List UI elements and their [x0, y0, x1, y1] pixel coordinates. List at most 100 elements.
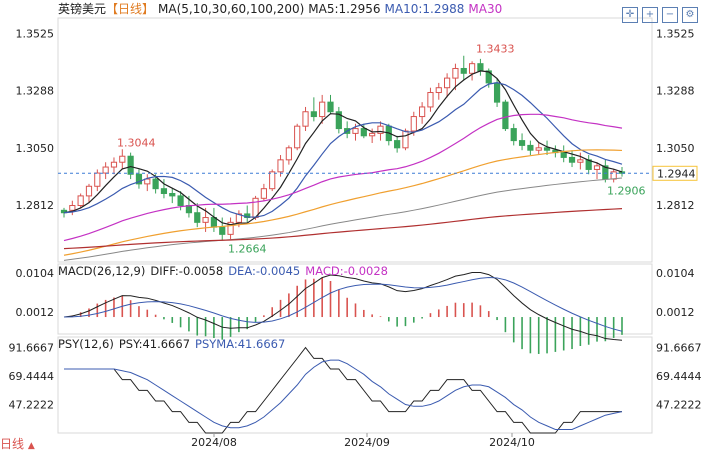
triangle-up-icon: ▲ — [27, 441, 35, 451]
psy-axis-label-left: 91.6667 — [9, 342, 55, 355]
candle-body — [110, 161, 118, 168]
ma200-line — [63, 208, 623, 250]
candle-body — [327, 101, 334, 113]
price-axis-label-right: 1.2812 — [656, 199, 695, 212]
candle-body — [260, 188, 267, 199]
price-axis-label-left: 1.3050 — [16, 142, 55, 155]
candle-body — [435, 87, 442, 94]
last-price-tag — [652, 165, 698, 181]
candle-body — [77, 195, 84, 207]
psy-params-label: PSY(12,6) — [58, 337, 114, 351]
macd-hist-value: MACD:-0.0028 — [305, 264, 389, 278]
candle-body — [302, 111, 309, 127]
settings-icon[interactable]: ⚙ — [682, 7, 698, 23]
candle-body — [285, 147, 292, 161]
candle-body — [219, 226, 226, 235]
candle-body — [402, 130, 409, 149]
candle-body — [369, 132, 376, 137]
ma100-line — [63, 177, 623, 261]
x-axis-label: 2024/08 — [191, 436, 237, 449]
period-switch-label: 日线 — [0, 437, 25, 451]
annotation-high-2: 1.3433 — [476, 43, 515, 56]
x-axis-label: 2024/09 — [344, 436, 390, 449]
candle-body — [394, 140, 401, 149]
psy-axis-label-left: 47.2222 — [9, 399, 55, 412]
psy-axis-label-right: 47.2222 — [656, 399, 702, 412]
candle-body — [335, 111, 342, 130]
last-price-label: 1.2944 — [657, 167, 696, 180]
macd-params-label: MACD(26,12,9) — [58, 264, 146, 278]
price-axis-label-left: 1.2812 — [16, 199, 55, 212]
candle-body — [144, 178, 151, 185]
candle-body — [94, 172, 101, 187]
macd-axis-label-right: 0.0104 — [656, 267, 695, 280]
symbol-label: 英镑美元 — [58, 2, 107, 16]
candle-body — [135, 173, 143, 185]
candle-body — [85, 185, 93, 197]
psy-axis-label-left: 69.4444 — [9, 370, 55, 383]
psy-line — [64, 346, 622, 434]
candle-body — [485, 70, 492, 84]
macd-diff-value: DIFF:-0.0058 — [150, 264, 224, 278]
psy-axis-label-right: 91.6667 — [656, 342, 702, 355]
ma60-line — [63, 149, 623, 256]
candle-body — [410, 116, 417, 132]
ma10-line — [63, 82, 623, 218]
psy-legend: PSY(12,6) PSY:41.6667 PSYMA:41.6667 — [58, 337, 290, 351]
psyma-line — [64, 359, 623, 430]
candle-body — [560, 152, 567, 158]
annotation-low-2: 1.2906 — [607, 184, 646, 197]
annotation-low-1: 1.2664 — [228, 243, 267, 256]
candle-body — [535, 147, 542, 151]
psyma-value: PSYMA:41.6667 — [195, 337, 286, 351]
ma10-value: MA10:1.2988 — [384, 2, 465, 16]
candle-body — [427, 92, 434, 108]
candle-body — [160, 188, 168, 194]
candle-body — [69, 205, 76, 211]
candle-body — [310, 111, 317, 118]
price-axis-label-left: 1.3525 — [16, 28, 55, 41]
candle-body — [127, 155, 134, 175]
candle-body — [169, 192, 176, 197]
annotation-high-1: 1.3044 — [117, 136, 156, 149]
candle-body — [518, 140, 526, 146]
price-axis-label-right: 1.3288 — [656, 85, 695, 98]
candle-body — [352, 128, 359, 134]
candle-body — [543, 147, 551, 151]
macd-dea-line — [63, 277, 623, 332]
macd-legend: MACD(26,12,9) DIFF:-0.0058 DEA:-0.0045 MACD… — [58, 264, 393, 278]
macd-axis-label-left: 0.0104 — [16, 267, 55, 280]
psy-axis-label-right: 69.4444 — [656, 370, 702, 383]
candle-body — [319, 101, 326, 118]
psy-panel-frame — [57, 336, 653, 434]
ma5-line — [63, 70, 623, 226]
candle-body — [510, 128, 517, 142]
price-axis-label-right: 1.3050 — [656, 142, 695, 155]
candle-body — [360, 128, 367, 137]
candle-body — [60, 209, 68, 214]
main-legend: 英镑美元【日线】 MA(5,10,30,60,100,200) MA5:1.2956… — [0, 0, 704, 18]
candle-body — [502, 101, 509, 130]
macd-diff-line — [63, 271, 623, 341]
ma-params-label: MA(5,10,30,60,100,200) — [158, 2, 305, 16]
candle-body — [102, 166, 109, 174]
candle-body — [277, 159, 284, 173]
candle-body — [444, 77, 451, 89]
candle-body — [202, 217, 209, 223]
candle-body — [177, 195, 184, 207]
price-axis-label-right: 1.3525 — [656, 28, 695, 41]
price-axis-label-left: 1.3288 — [16, 85, 55, 98]
plus-icon[interactable]: + — [642, 7, 658, 23]
period-switch[interactable]: 日线 ▲ — [0, 435, 35, 452]
candle-body — [452, 67, 459, 79]
x-axis-label: 2024/10 — [489, 436, 535, 449]
candle-body — [493, 82, 501, 103]
crosshair-icon[interactable]: ✛ — [622, 7, 638, 23]
price-panel-frame — [57, 17, 653, 263]
candle-body — [568, 156, 576, 163]
candle-body — [468, 63, 476, 74]
minus-icon[interactable]: − — [662, 7, 678, 23]
candle-body — [294, 125, 301, 149]
psy-value: PSY:41.6667 — [118, 337, 191, 351]
candle-body — [477, 63, 484, 72]
